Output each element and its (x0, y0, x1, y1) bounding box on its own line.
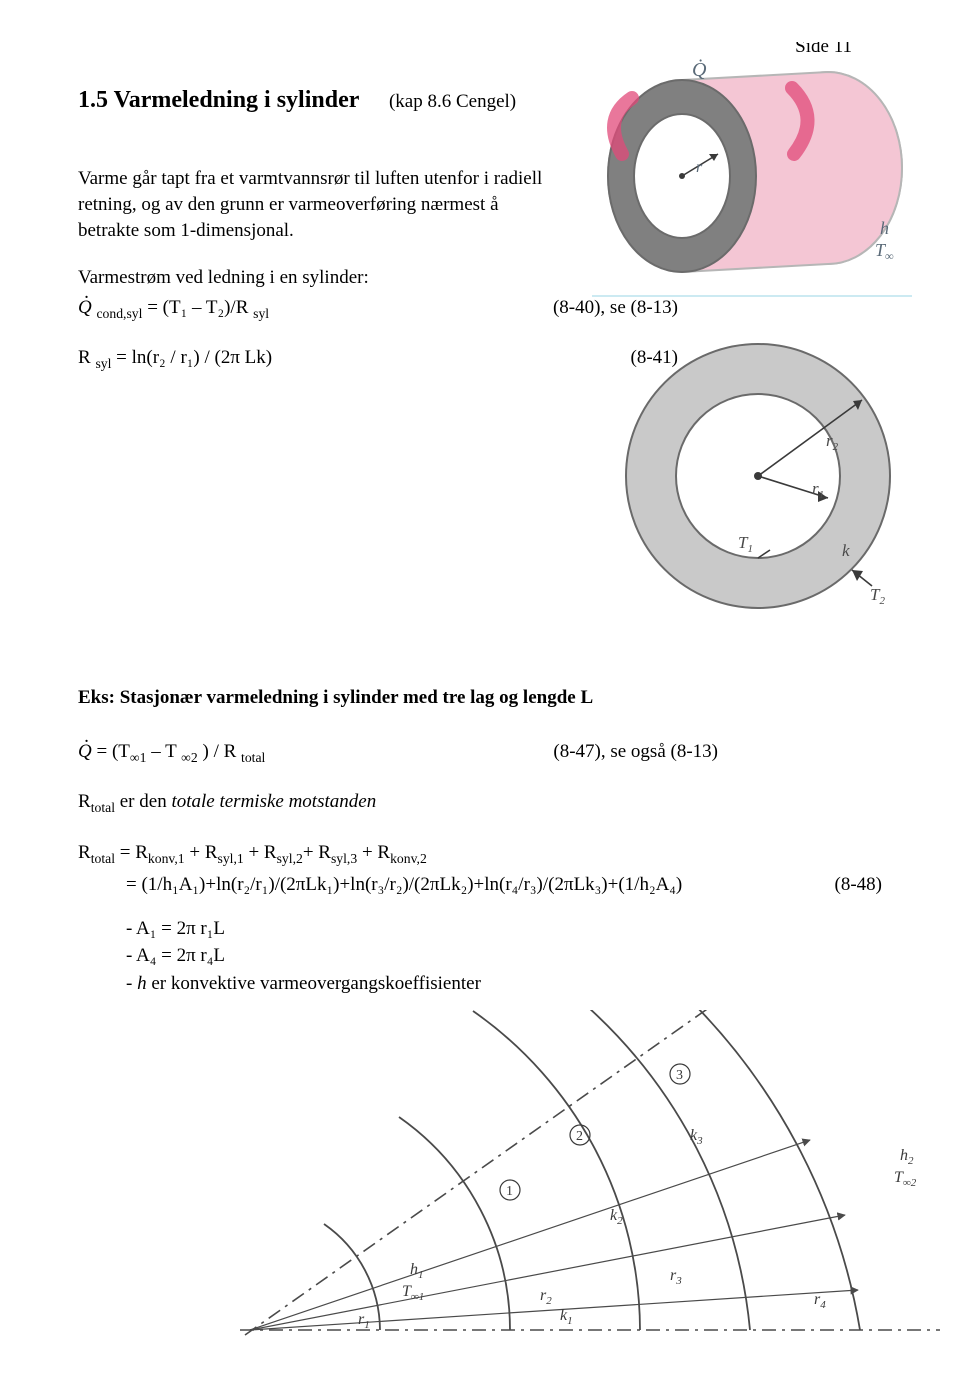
eq840-rhs: = (T₁ – T₂)/R (147, 297, 248, 318)
rtotal-sub: total (91, 800, 115, 815)
equation-8-47: Q = (T∞1 – T ∞2 ) / R total (8-47), se o… (78, 739, 718, 767)
layer-badge-1: 1 (500, 1180, 520, 1200)
figure-ring-2d: r2 r1 T1 k T2 (616, 334, 900, 618)
label-tinf2: T∞2 (894, 1169, 917, 1189)
equation-8-48-line1: Rtotal = Rkonv,1 + Rsyl,1 + Rsyl,2+ Rsyl… (78, 840, 882, 868)
svg-text:1: 1 (506, 1184, 513, 1199)
page-number: Side 11 (795, 34, 852, 60)
label-wedge-k3: k3 (690, 1127, 703, 1147)
eq847-ref: (8-47), se også (8-13) (513, 739, 718, 767)
figure-wedge-layers: r1 r2 r3 r4 k1 k2 k3 1 2 (230, 1010, 950, 1370)
q-dot-symbol: Q (78, 295, 92, 321)
label-h2: h2 (900, 1147, 914, 1167)
equation-8-48-line2: = (1/h₁A₁)+ln(r₂/r₁)/(2πLk₁)+ln(r₃/r₂)/(… (78, 872, 682, 898)
intro-paragraph: Varme går tapt fra et varmtvannsrør til … (78, 166, 548, 243)
rtotal-pre: R (78, 791, 91, 812)
eq841-post: = ln(r₂ / r₁) / (2π Lk) (116, 347, 272, 368)
equation-8-41: R syl = ln(r₂ / r₁) / (2π Lk) (8-41) (78, 345, 678, 373)
label-h: h (880, 218, 889, 238)
svg-text:2: 2 (576, 1129, 583, 1144)
label-t2: T2 (870, 585, 885, 607)
eq840-rhs-sub: syl (253, 306, 269, 321)
rtotal-ital: totale termiske motstanden (171, 791, 376, 812)
label-wedge-r1: r1 (358, 1311, 370, 1331)
rtotal-mid: er den (115, 791, 171, 812)
section-title: Varmeledning i sylinder (114, 87, 359, 113)
label-wedge-r4: r4 (814, 1291, 826, 1311)
example-heading: Eks: Stasjonær varmeledning i sylinder m… (78, 685, 882, 711)
label-k: k (842, 541, 850, 560)
label-qdot: Q̇ (692, 58, 707, 81)
label-r: r (696, 159, 703, 176)
label-wedge-r3: r3 (670, 1267, 682, 1287)
label-wedge-r2: r2 (540, 1287, 552, 1307)
rtotal-description: Rtotal er den totale termiske motstanden (78, 789, 882, 817)
eq841-sub: syl (95, 356, 111, 371)
eq841-pre: R (78, 347, 91, 368)
svg-text:3: 3 (676, 1068, 683, 1083)
layer-badge-3: 3 (670, 1064, 690, 1084)
label-h1: h1 (410, 1261, 424, 1281)
figure-cylinder-3d: r Q̇ h T∞ (592, 58, 912, 304)
bullet-a1: A₁ = 2π r₁L (126, 916, 882, 942)
chapter-reference: (kap 8.6 Cengel) (389, 91, 516, 112)
equation-8-40: Q cond,syl = (T₁ – T₂)/R syl (8-40), se … (78, 295, 678, 323)
eq848-ref: (8-48) (817, 872, 882, 898)
bullet-h: h er konvektive varmeovergangskoeffisien… (126, 971, 882, 997)
label-tinf: T∞ (875, 240, 894, 263)
area-bullet-list: A₁ = 2π r₁L A₄ = 2π r₄L h er konvektive … (78, 916, 882, 997)
q-subscript: cond,syl (96, 306, 142, 321)
eq847-body: = (T∞1 – T ∞2 ) / R (96, 741, 236, 762)
bullet-a4: A₄ = 2π r₄L (126, 943, 882, 969)
section-number: 1.5 (78, 87, 108, 113)
label-wedge-k1: k1 (560, 1307, 573, 1327)
q-dot-symbol-2: Q (78, 739, 92, 765)
eq847-sub: total (241, 750, 265, 765)
